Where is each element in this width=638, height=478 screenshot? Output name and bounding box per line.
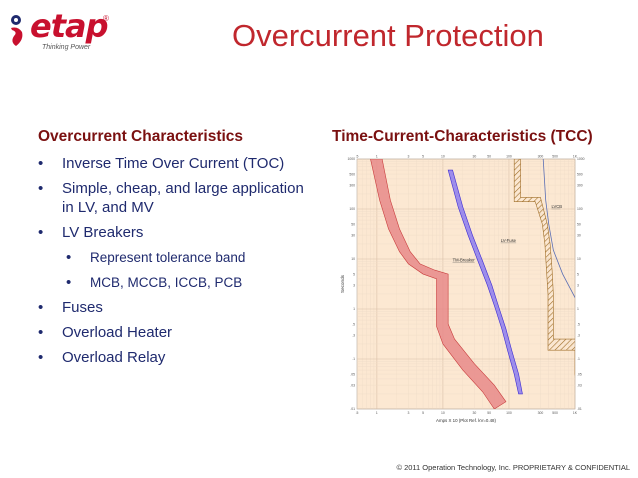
etap-logo-mark-icon xyxy=(11,15,23,46)
x-tick-label-top: 1K xyxy=(573,155,578,159)
y-tick-label: .1 xyxy=(352,357,355,361)
bullet-item: • Fuses xyxy=(38,298,318,317)
bullet-icon: • xyxy=(66,249,72,266)
x-tick-label: 5 xyxy=(422,411,424,415)
y-tick-label-right: .1 xyxy=(577,357,580,361)
y-tick-label-right: .03 xyxy=(577,383,582,387)
y-tick-label-right: 500 xyxy=(577,172,583,176)
right-column-heading: Time-Current-Characteristics (TCC) xyxy=(332,128,593,145)
x-tick-label-top: 1 xyxy=(376,155,378,159)
x-tick-label-top: 10 xyxy=(441,155,445,159)
sub-bullet-item: • Represent tolerance band xyxy=(38,248,318,267)
bullet-text: LV Breakers xyxy=(62,224,144,241)
y-axis-title: Seconds xyxy=(340,274,345,293)
bullet-item: • Overload Relay xyxy=(38,348,318,367)
bullet-item: • Inverse Time Over Current (TOC) xyxy=(38,154,318,173)
x-tick-label: 50 xyxy=(487,411,491,415)
y-tick-label-right: 30 xyxy=(577,233,581,237)
y-tick-label-right: .05 xyxy=(577,372,582,376)
y-tick-label-right: 10 xyxy=(577,257,581,261)
y-tick-label-right: .3 xyxy=(577,333,580,337)
x-tick-label: 500 xyxy=(552,411,558,415)
bullet-item: • Overload Heater xyxy=(38,323,318,342)
bullet-icon: • xyxy=(38,324,44,341)
x-tick-label: 3 xyxy=(407,411,409,415)
y-tick-label: .5 xyxy=(352,322,355,326)
slide-title: Overcurrent Protection xyxy=(232,18,544,53)
bullet-text: Simple, cheap, and large application in … xyxy=(62,180,304,216)
y-tick-label: 10 xyxy=(351,257,355,261)
lv-fuse-band xyxy=(447,169,523,395)
y-tick-label: 300 xyxy=(349,183,355,187)
y-tick-label: 1 xyxy=(353,307,355,311)
footer-copyright: © 2011 Operation Technology, Inc. PROPRI… xyxy=(396,463,630,472)
y-tick-label-right: 300 xyxy=(577,183,583,187)
y-tick-label-right: 3 xyxy=(577,283,579,287)
x-tick-label: 1 xyxy=(376,411,378,415)
x-tick-label-top: .5 xyxy=(356,155,359,159)
y-tick-label: .05 xyxy=(350,372,355,376)
x-tick-label-top: 300 xyxy=(538,155,544,159)
etap-logo: etap ® Thinking Power xyxy=(8,8,112,56)
bullet-icon: • xyxy=(38,180,44,197)
bullet-icon: • xyxy=(66,274,72,291)
y-tick-label-right: 1 xyxy=(577,307,579,311)
logo-registered: ® xyxy=(103,14,109,23)
y-tick-label-right: 100 xyxy=(577,207,583,211)
x-tick-label: 10 xyxy=(441,411,445,415)
sub-bullet-item: • MCB, MCCB, ICCB, PCB xyxy=(38,273,318,292)
bullet-icon: • xyxy=(38,155,44,172)
curve-label-lv-fuse: LV-Fuse xyxy=(501,238,517,243)
bullet-text: MCB, MCCB, ICCB, PCB xyxy=(90,275,243,290)
bullet-text: Overload Heater xyxy=(62,324,173,341)
y-tick-label: .3 xyxy=(352,333,355,337)
curve-label-lvcb: LVCB xyxy=(551,204,562,209)
bullet-text: Inverse Time Over Current (TOC) xyxy=(62,155,285,172)
lvcb-band xyxy=(513,159,575,377)
bullet-icon: • xyxy=(38,349,44,366)
x-tick-label: 100 xyxy=(506,411,512,415)
y-tick-label-right: .01 xyxy=(577,407,582,411)
y-tick-label: 50 xyxy=(351,222,355,226)
y-tick-label: 5 xyxy=(353,272,355,276)
curve-label-tm-breaker: TM-Breaker xyxy=(453,257,476,262)
tcc-chart: .5 .5 1 1 3 3 5 5 10 10 30 30 50 50 100 100 300 300 500 500… xyxy=(340,155,585,424)
x-axis-title: Amps X 10 (Plot Ref. kV=0.48) xyxy=(436,418,496,423)
y-tick-label: .01 xyxy=(350,407,355,411)
x-tick-label: 300 xyxy=(538,411,544,415)
bullet-text: Represent tolerance band xyxy=(90,250,246,265)
y-tick-label: 30 xyxy=(351,233,355,237)
y-tick-label-right: 5 xyxy=(577,272,579,276)
bullet-text: Overload Relay xyxy=(62,349,166,366)
y-tick-label: 100 xyxy=(349,207,355,211)
y-tick-label-right: .5 xyxy=(577,322,580,326)
y-tick-label: 1000 xyxy=(347,157,355,161)
x-tick-label-top: 3 xyxy=(407,155,409,159)
bullet-icon: • xyxy=(38,299,44,316)
tm-breaker-band xyxy=(370,159,507,409)
x-tick-label: .5 xyxy=(356,411,359,415)
logo-tagline: Thinking Power xyxy=(42,44,91,51)
x-tick-label-top: 5 xyxy=(422,155,424,159)
y-tick-label: .03 xyxy=(350,383,355,387)
x-tick-label-top: 500 xyxy=(552,155,558,159)
bullet-list: • Inverse Time Over Current (TOC) • Simple… xyxy=(38,154,318,373)
x-tick-label-top: 100 xyxy=(506,155,512,159)
x-tick-label-top: 50 xyxy=(487,155,491,159)
curves-group xyxy=(370,159,575,409)
bullet-item: • LV Breakers xyxy=(38,223,318,242)
y-tick-label: 3 xyxy=(353,283,355,287)
x-tick-label: 1K xyxy=(573,411,578,415)
y-tick-label: 500 xyxy=(349,172,355,176)
x-tick-label: 30 xyxy=(473,411,477,415)
y-tick-label-right: 50 xyxy=(577,222,581,226)
y-tick-label-right: 1000 xyxy=(577,157,585,161)
x-tick-label-top: 30 xyxy=(473,155,477,159)
bullet-text: Fuses xyxy=(62,299,103,316)
logo-wordmark: etap xyxy=(30,7,108,45)
mv-relay-curve xyxy=(542,159,575,299)
bullet-item: • Simple, cheap, and large application in… xyxy=(38,179,318,217)
left-column-heading: Overcurrent Characteristics xyxy=(38,128,244,145)
bullet-icon: • xyxy=(38,224,44,241)
